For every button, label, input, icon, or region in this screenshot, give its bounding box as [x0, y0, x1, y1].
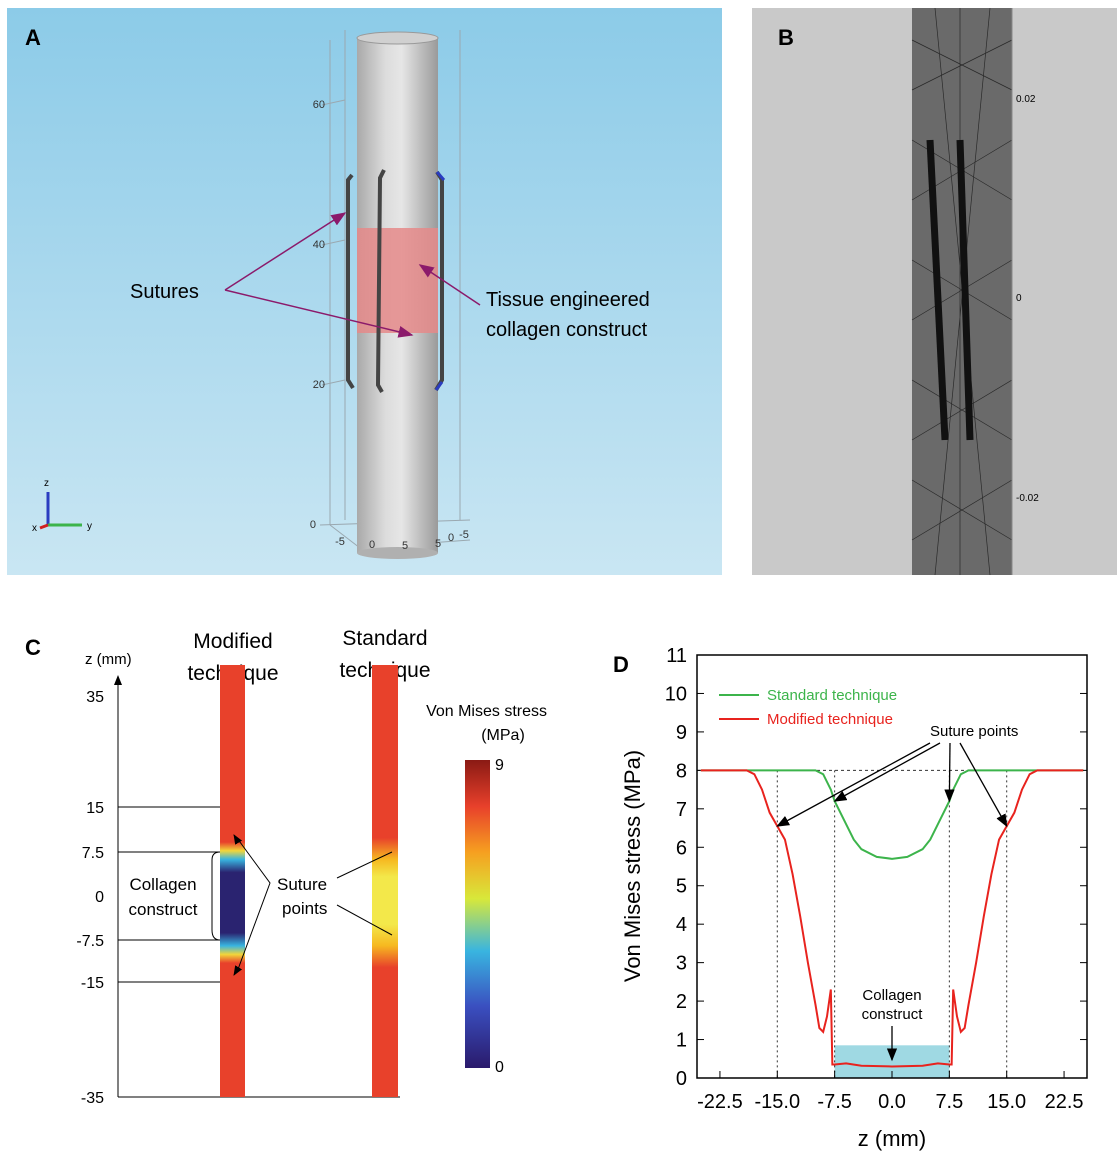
axis-label: y [87, 521, 92, 532]
panel-label: C [25, 635, 41, 660]
y-tick-label: 3 [676, 953, 687, 975]
label: Modified [193, 630, 272, 653]
page: A Sutures Tissue engineered collagen con… [0, 0, 1117, 1159]
y-axis-label: Von Mises stress (MPa) [620, 750, 645, 982]
standard-bar [372, 665, 398, 1097]
colorbar-title: (MPa) [481, 727, 525, 744]
x-axis-label: z (mm) [858, 1126, 926, 1151]
tick-label: -35 [81, 1090, 104, 1107]
colorbar-title: Von Mises stress [426, 703, 547, 720]
label: points [282, 899, 327, 918]
y-tick-label: 9 [676, 722, 687, 744]
panel-c: C z (mm) Modified technique Standard tec… [25, 627, 547, 1107]
cylinder-top [357, 32, 438, 44]
label: Sutures [130, 281, 199, 303]
annotation-arrow [777, 743, 930, 826]
tick-label: 40 [313, 239, 325, 251]
tick-label: -15 [81, 975, 104, 992]
x-tick-label: 15.0 [987, 1091, 1026, 1113]
collagen-construct [357, 228, 438, 333]
y-tick-label: 5 [676, 876, 687, 898]
tick-label: 60 [313, 99, 325, 111]
label: Standard [342, 627, 427, 650]
annotation: construct [862, 1006, 924, 1023]
panel-label: D [613, 652, 629, 677]
annotation-arrow [960, 743, 1007, 826]
annotation: Suture points [930, 723, 1018, 740]
y-tick-label: 8 [676, 760, 687, 782]
x-tick-label: 7.5 [935, 1091, 963, 1113]
level-lines [118, 807, 400, 1097]
y-tick-label: 10 [665, 683, 687, 705]
x-tick-label: -22.5 [697, 1091, 743, 1113]
tick-label: -5 [335, 536, 345, 548]
bracket [212, 852, 220, 940]
tick-label: 20 [313, 379, 325, 391]
tick-label: 0 [1016, 293, 1022, 304]
y-tick-label: 0 [676, 1068, 687, 1090]
axis-label: z [44, 478, 49, 489]
tick-label: -0.02 [1016, 493, 1039, 504]
panel-a: A Sutures Tissue engineered collagen con… [7, 8, 722, 575]
x-tick-label: -15.0 [754, 1091, 800, 1113]
annotation-arrow [835, 743, 940, 801]
colorbar-tick: 9 [495, 757, 504, 774]
tick-label: 35 [86, 689, 104, 706]
panel-label: A [25, 25, 41, 50]
y-tick-label: 11 [666, 645, 687, 667]
annotation-arrow [949, 743, 950, 801]
panel-label: B [778, 25, 794, 50]
tick-label: 5 [402, 540, 408, 552]
tick-label: -5 [459, 529, 469, 541]
colorbar-tick: 0 [495, 1059, 504, 1076]
tick-label: 0 [369, 539, 375, 551]
y-tick-label: 1 [676, 1030, 687, 1052]
tick-label: 0.02 [1016, 94, 1036, 105]
axis-label: z (mm) [85, 651, 132, 668]
x-tick-label: 22.5 [1045, 1091, 1084, 1113]
tick-label: 0 [95, 889, 104, 906]
label: Suture [277, 875, 327, 894]
y-tick-label: 4 [676, 914, 687, 936]
tick-label: 0 [310, 519, 316, 531]
annotation: Collagen [862, 987, 921, 1004]
y-tick-label: 7 [676, 799, 687, 821]
figure: A Sutures Tissue engineered collagen con… [0, 0, 1117, 1154]
label: collagen construct [486, 319, 648, 341]
tick-label: 15 [86, 800, 104, 817]
panel-b: B 0.02 0 -0.02 [752, 8, 1117, 575]
x-tick-label: -7.5 [817, 1091, 851, 1113]
tick-label: 7.5 [82, 845, 104, 862]
modified-bar [220, 665, 245, 1097]
y-tick-label: 2 [676, 991, 687, 1013]
tick-label: -7.5 [76, 933, 104, 950]
tick-label: 5 [435, 538, 441, 550]
axis-label: x [32, 523, 37, 534]
x-tick-label: 0.0 [878, 1091, 906, 1113]
y-tick-label: 6 [676, 837, 687, 859]
legend-label: Standard technique [767, 687, 897, 704]
label: construct [129, 900, 198, 919]
label: Tissue engineered [486, 289, 650, 311]
tick-label: 0 [448, 532, 454, 544]
panel-d: D z (mm) Von Mises stress (MPa) 0 1 2 3 4 5 6 7… [613, 645, 1087, 1151]
colorbar [465, 760, 490, 1068]
label: Collagen [129, 875, 196, 894]
legend-label: Modified technique [767, 711, 893, 728]
